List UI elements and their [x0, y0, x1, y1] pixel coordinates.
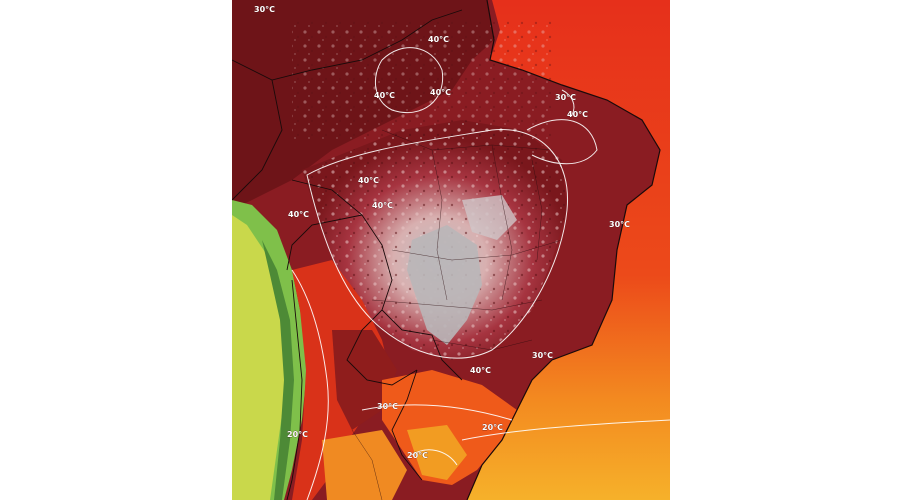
isotherm-label-east-coast: 30°C	[609, 220, 630, 229]
isotherm-andes	[291, 269, 329, 500]
isotherm-label-southeast: 30°C	[532, 351, 553, 360]
isotherm-label-west-40c: 40°C	[372, 201, 393, 210]
isotherm-label-atlantic-20: 20°C	[482, 423, 503, 432]
isotherm-30-coast	[561, 89, 575, 116]
isotherm-label-north: 40°C	[428, 35, 449, 44]
uruguay-region	[407, 425, 467, 480]
hottest-patch	[407, 225, 482, 345]
isotherm-20-uruguay	[411, 449, 458, 466]
isotherm-labels: 30°C 40°C 40°C 40°C 30°C 40°C 40°C 40°C 40°C 30°C…	[254, 5, 631, 460]
isotherm-label-south-30: 30°C	[377, 402, 398, 411]
north-texture	[292, 20, 552, 140]
isotherm-40-main	[306, 129, 569, 359]
border-chile-argentina	[286, 279, 303, 500]
andes-ridge	[262, 240, 294, 500]
isotherm-east	[526, 119, 598, 165]
border-argentina-brazil	[391, 369, 423, 481]
border-peru-bolivia	[286, 214, 363, 271]
isotherm-label-west-40a: 40°C	[288, 210, 309, 219]
isotherm-label-uruguay-20: 20°C	[407, 451, 428, 460]
isotherms	[291, 47, 670, 500]
isotherm-label-north-2: 40°C	[374, 91, 395, 100]
border-paraguay	[346, 309, 418, 386]
temperature-map: 30°C 40°C 40°C 40°C 30°C 40°C 40°C 40°C 40°C 30°C…	[232, 0, 670, 500]
border-colombia-peru	[232, 79, 283, 201]
chaco-region	[332, 330, 397, 430]
isotherm-label-east-coast-north: 30°C	[555, 93, 576, 102]
border-bolivia	[291, 179, 463, 381]
coastline	[466, 0, 661, 500]
isotherm-30-south	[361, 404, 513, 421]
state-borders	[351, 129, 563, 500]
map-canvas: 30°C 40°C 40°C 40°C 30°C 40°C 40°C 40°C 40°C 30°C…	[232, 0, 670, 500]
isotherm-label-chile-20: 20°C	[287, 430, 308, 439]
isotherm-label-south-40: 40°C	[470, 366, 491, 375]
isotherm-label-nw: 30°C	[254, 5, 275, 14]
isotherm-label-center-north: 40°C	[430, 88, 451, 97]
isotherm-label-west-40b: 40°C	[358, 176, 379, 185]
isotherm-label-east-40: 40°C	[567, 110, 588, 119]
pampas-region	[322, 430, 407, 500]
country-borders	[232, 9, 463, 500]
isotherm-20-atlantic	[461, 419, 670, 441]
isotherm-north	[374, 47, 444, 114]
